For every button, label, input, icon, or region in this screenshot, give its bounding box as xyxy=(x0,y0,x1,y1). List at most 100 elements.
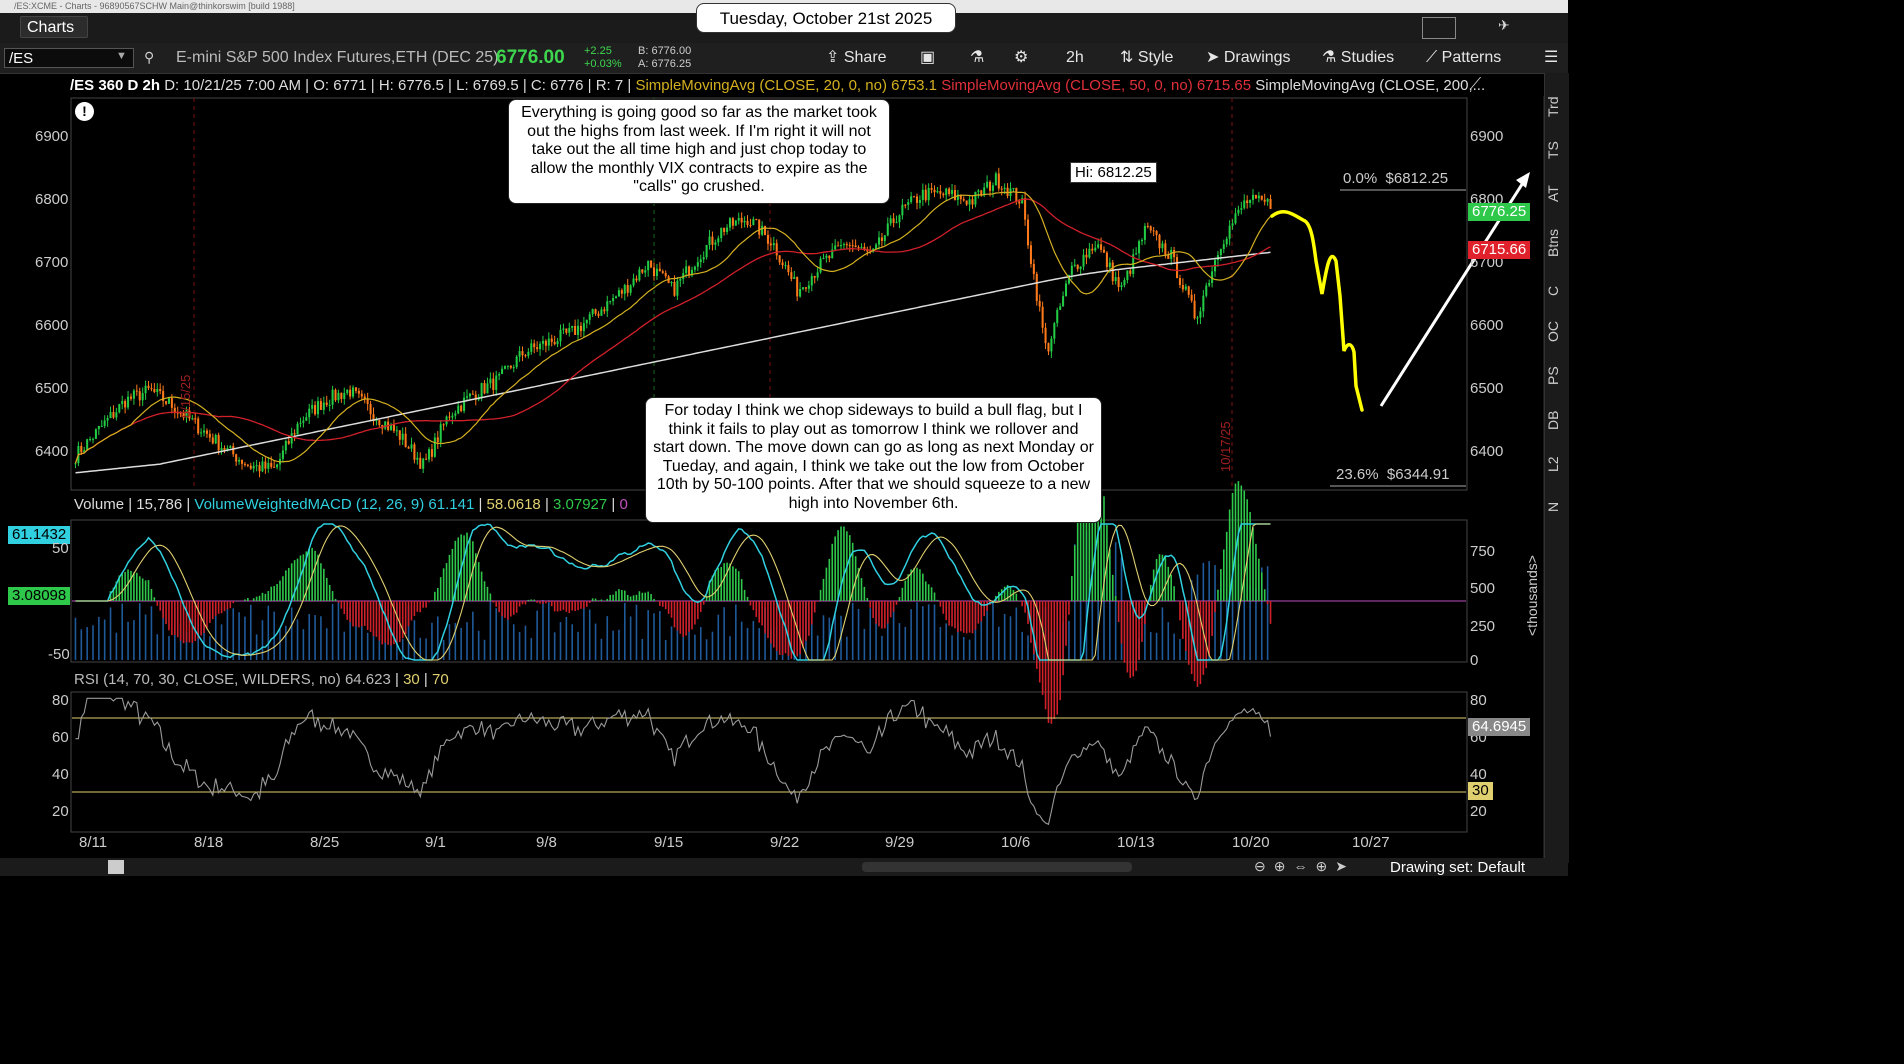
gear-icon[interactable]: ⚙ xyxy=(1014,49,1029,66)
drawing-set[interactable]: Drawing set: Default xyxy=(1390,859,1526,876)
macd-hist-bar xyxy=(907,574,910,601)
volume-bar xyxy=(1220,579,1222,660)
right-tab-n[interactable]: N xyxy=(1545,501,1561,513)
volume-bar xyxy=(442,639,445,660)
rsi-label[interactable]: RSI (14, 70, 30, CLOSE, WILDERS, no) xyxy=(74,671,341,688)
macd-hist-bar xyxy=(1205,601,1208,669)
right-tab-trd[interactable]: Trd xyxy=(1545,96,1561,118)
candle-body xyxy=(1073,264,1076,266)
candle-body xyxy=(311,405,314,409)
volume-bar xyxy=(232,608,235,660)
macd-hist-bar xyxy=(892,601,895,612)
macd-hist-bar xyxy=(1260,572,1263,601)
candle-body xyxy=(1018,201,1021,204)
window-layout-icon[interactable] xyxy=(1422,17,1456,39)
symbol-input[interactable]: /ES xyxy=(4,48,134,68)
macd-hist-bar xyxy=(980,601,983,622)
candle-body xyxy=(314,405,317,415)
volume-bar xyxy=(255,634,258,660)
macd-legend[interactable]: VolumeWeightedMACD (12, 26, 9) xyxy=(194,496,425,513)
candle-body xyxy=(124,400,127,408)
candle-body xyxy=(690,269,694,276)
candle-body xyxy=(167,398,170,404)
right-tab-db[interactable]: DB xyxy=(1545,410,1561,430)
candle-body xyxy=(655,268,658,277)
macd-hist-bar xyxy=(1027,601,1029,625)
macd-hist-bar xyxy=(1126,601,1129,673)
pin-icon[interactable]: ✈ xyxy=(1498,17,1510,33)
macd-hist-bar xyxy=(518,601,521,607)
right-tab-btns[interactable]: Btns xyxy=(1545,229,1561,258)
share-button[interactable]: ⇪ Share xyxy=(826,43,887,73)
candle-body xyxy=(626,285,629,293)
legend-sma20[interactable]: SimpleMovingAvg (CLOSE, 20, 0, no) xyxy=(635,77,887,94)
candle-body xyxy=(781,262,784,266)
macd-hist-bar xyxy=(954,601,956,629)
macd-hist-bar xyxy=(960,601,962,632)
macd-hist-bar xyxy=(904,580,907,601)
candle-body xyxy=(778,255,781,263)
candle-body xyxy=(1026,219,1030,246)
macd-hist-bar xyxy=(510,601,512,617)
right-tab-oc[interactable]: OC xyxy=(1545,321,1561,343)
flask-icon[interactable]: ⚗ xyxy=(970,49,985,66)
candle-body xyxy=(951,190,954,194)
candle-body xyxy=(539,343,542,350)
alert-icon[interactable]: ! xyxy=(75,102,94,121)
right-tab-at[interactable]: AT xyxy=(1545,185,1561,203)
volume-bar xyxy=(325,628,328,660)
macd-hist-bar xyxy=(886,601,889,624)
news-icon[interactable]: ▣ xyxy=(920,49,936,66)
macd-hist-bar xyxy=(565,601,568,612)
macd-hist-bar xyxy=(115,581,118,601)
right-tab-c[interactable]: C xyxy=(1545,285,1561,297)
volume-bar xyxy=(74,617,77,660)
candle-body xyxy=(170,398,173,408)
expand-icon[interactable]: ⟋ xyxy=(1470,76,1482,93)
zoom-controls[interactable]: ⊖⊕⇔⊕➤ xyxy=(1254,858,1355,874)
drawing-tool-icon[interactable] xyxy=(108,860,124,874)
macd-hist-bar xyxy=(1258,558,1260,601)
drawings-button[interactable]: ➤ Drawings xyxy=(1206,43,1291,73)
patterns-button[interactable]: ⟋ Patterns xyxy=(1426,43,1501,73)
right-tab-ps[interactable]: PS xyxy=(1545,366,1561,386)
horizontal-scrollbar[interactable] xyxy=(862,862,1132,872)
legend-sma50[interactable]: SimpleMovingAvg (CLOSE, 50, 0, no) xyxy=(941,77,1193,94)
macd-hist-bar xyxy=(439,577,442,601)
volume-bar xyxy=(1260,567,1263,660)
menu-icon[interactable]: ☰ xyxy=(1544,49,1559,66)
right-tab-ts[interactable]: TS xyxy=(1545,141,1561,159)
studies-button[interactable]: ⚗ Studies xyxy=(1322,43,1394,73)
legend-range: R: 7 xyxy=(595,77,624,94)
candle-body xyxy=(492,378,495,390)
candle-body xyxy=(249,465,252,469)
volume-bar xyxy=(548,600,550,660)
macd-hist-bar xyxy=(1217,589,1219,601)
volume-bar xyxy=(664,639,667,660)
macd-hist-bar xyxy=(1269,601,1272,624)
candle-body xyxy=(889,218,892,224)
macd-hist-bar xyxy=(682,601,685,637)
x-tick: 9/1 xyxy=(425,834,446,851)
candle-body xyxy=(1231,223,1234,226)
style-button[interactable]: ⇅ Style xyxy=(1120,43,1173,73)
timeframe-button[interactable]: 2h xyxy=(1066,43,1084,73)
candle-body xyxy=(457,405,460,414)
candle-body xyxy=(772,243,775,246)
volume-bar xyxy=(945,623,948,660)
projection-path[interactable] xyxy=(1270,210,1364,412)
right-tab-l2[interactable]: L2 xyxy=(1545,456,1561,472)
candle-body xyxy=(796,276,799,297)
link-icon[interactable]: ⚲ xyxy=(144,49,155,65)
candle-body xyxy=(1138,241,1141,254)
candle-body xyxy=(115,412,118,418)
candle-body xyxy=(349,389,352,397)
chevron-down-icon[interactable]: ▼ xyxy=(116,50,127,62)
legend-sma200[interactable]: SimpleMovingAvg (CLOSE, 200,... xyxy=(1255,77,1486,94)
candle-body xyxy=(448,416,451,418)
candle-body xyxy=(1205,285,1208,296)
macd-hist-bar xyxy=(302,554,305,601)
macd-hist-bar xyxy=(1047,601,1050,723)
tab-charts[interactable]: Charts xyxy=(20,16,88,38)
candle-body xyxy=(652,267,656,277)
